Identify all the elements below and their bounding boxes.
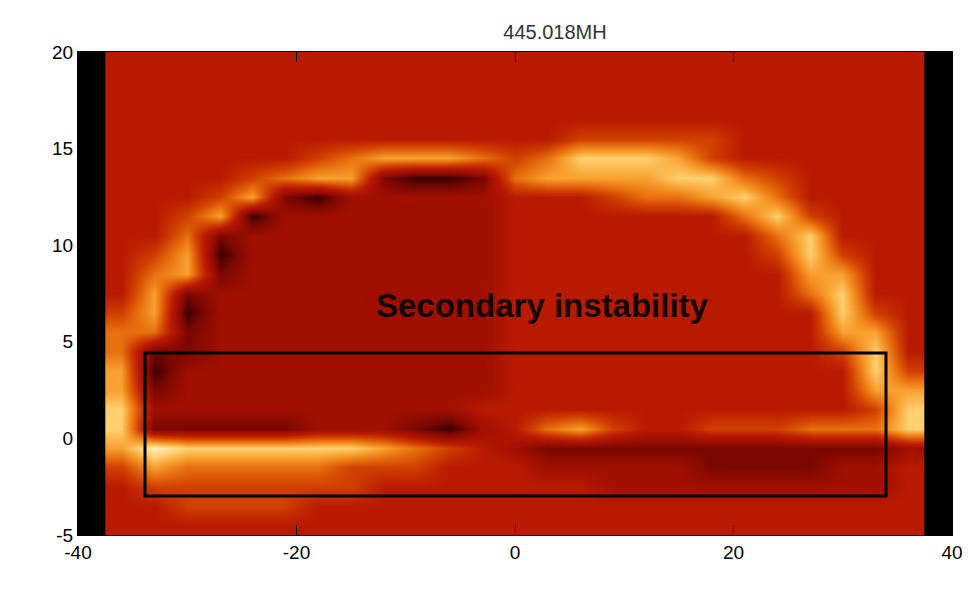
svg-text:20: 20 [52,42,73,63]
svg-text:-5: -5 [56,525,73,546]
svg-text:0: 0 [63,428,74,449]
svg-text:20: 20 [723,542,744,563]
svg-text:-20: -20 [283,542,310,563]
svg-text:10: 10 [52,235,73,256]
svg-text:40: 40 [941,542,962,563]
svg-text:5: 5 [63,331,74,352]
svg-text:445.018MH: 445.018MH [503,21,606,43]
svg-text:-40: -40 [64,542,91,563]
svg-text:Secondary instability: Secondary instability [376,287,709,324]
svg-text:0: 0 [510,542,521,563]
svg-text:15: 15 [52,138,73,159]
